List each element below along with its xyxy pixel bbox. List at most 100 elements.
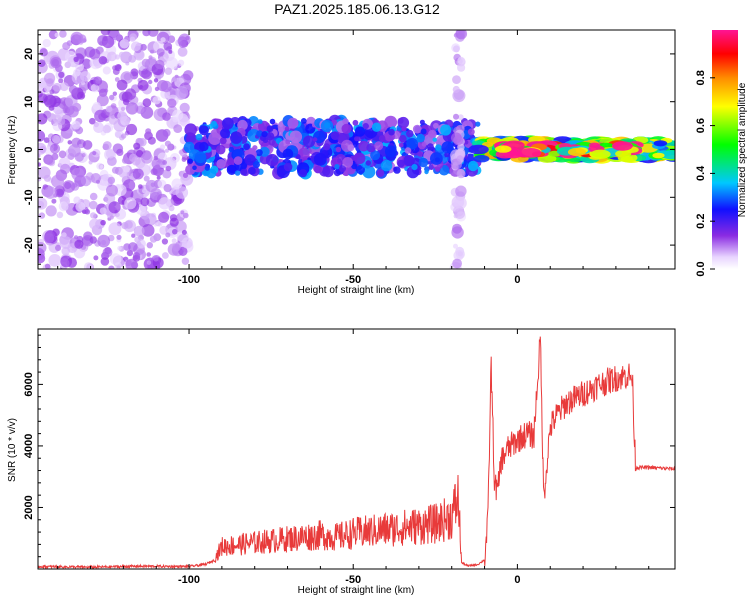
heatmap-cell (252, 145, 258, 151)
heatmap-cell (116, 148, 124, 156)
heatmap-cell (473, 155, 490, 163)
heatmap-cell (453, 250, 464, 261)
heatmap-cell (468, 144, 489, 155)
heatmap-cell (347, 144, 355, 152)
heatmap-cell (265, 153, 279, 167)
heatmap-cell (141, 152, 153, 164)
heatmap-cell (38, 113, 48, 125)
heatmap-cell (335, 146, 342, 153)
heatmap-cell (162, 160, 168, 165)
heatmap-cell (117, 245, 122, 251)
heatmap-cell (43, 174, 52, 182)
heatmap-cell (114, 77, 120, 82)
heatmap-cell (119, 38, 130, 49)
heatmap-cell (181, 257, 190, 265)
heatmap-cell (152, 96, 161, 105)
heatmap-cell (252, 161, 260, 169)
heatmap-cell (67, 140, 72, 145)
heatmap-cell (178, 40, 187, 49)
heatmap-cell (441, 141, 454, 154)
heatmap-cell (295, 154, 301, 160)
heatmap-cell (172, 109, 184, 121)
heatmap-cell (312, 137, 318, 142)
heatmap-cell (116, 234, 122, 240)
heatmap-cell (411, 164, 418, 171)
heatmap-cell (111, 166, 119, 174)
heatmap-cell (452, 85, 460, 94)
snr-plot-area (38, 329, 675, 569)
heatmap-cell (433, 122, 439, 129)
heatmap-cell (428, 129, 437, 139)
heatmap-cell (45, 155, 55, 166)
heatmap-cell (156, 175, 161, 180)
heatmap-cell (153, 156, 158, 161)
heatmap-cell (495, 145, 512, 153)
heatmap-cell (285, 139, 291, 145)
colorbar-ticks: 0.0 0.2 0.4 0.6 0.8 (695, 70, 715, 277)
heatmap-cell (206, 168, 217, 179)
heatmap-cell (149, 235, 158, 243)
heatmap-cell (110, 30, 121, 41)
heatmap-cell (160, 37, 166, 43)
heatmap-cell (38, 197, 48, 210)
colorbar: 0.0 0.2 0.4 0.6 0.8 Normalized spectral ampl… (695, 30, 748, 277)
heatmap-cell (74, 239, 84, 249)
heatmap-cell (61, 232, 67, 238)
heatmap-cell (653, 140, 668, 147)
heatmap-cell (248, 167, 256, 175)
heatmap-cell (141, 58, 151, 68)
heatmap-cell (257, 119, 263, 124)
heatmap-cell (136, 30, 142, 33)
heatmap-cell (126, 250, 133, 257)
heatmap-cell (330, 131, 340, 141)
heatmap-cell (192, 165, 197, 171)
heatmap-cell (255, 149, 263, 157)
heatmap-cell (125, 123, 138, 136)
heatmap-cell (72, 183, 78, 188)
heatmap-cell (452, 223, 462, 234)
heatmap-cell (92, 102, 101, 111)
heatmap-cell (88, 160, 93, 165)
heatmap-cell (38, 212, 46, 219)
snr-ticks: -100 -50 0 2000 4000 6000 (23, 329, 675, 586)
heatmap-cell (81, 153, 86, 158)
heatmap-cell (93, 76, 103, 86)
heatmap-cell (467, 128, 475, 136)
x-tick-label: 0 (514, 274, 520, 286)
heatmap-cell (220, 128, 231, 139)
snr-panel: -100 -50 0 2000 4000 6000 Height of straight … (7, 328, 676, 596)
heatmap-cell (133, 142, 141, 150)
heatmap-cell (62, 42, 71, 51)
heatmap-cell (420, 128, 427, 135)
heatmap-cell (237, 119, 248, 131)
heatmap-cell (177, 47, 188, 57)
heatmap-cell (401, 126, 407, 132)
heatmap-cell (55, 244, 62, 251)
heatmap-cell (58, 150, 67, 159)
heatmap-cell (52, 114, 62, 124)
heatmap-cell (362, 165, 376, 179)
heatmap-cell (42, 38, 51, 48)
colorbar-tick-label: 0.2 (695, 214, 707, 229)
heatmap-cell (287, 117, 299, 129)
y-tick-label: -20 (23, 237, 35, 253)
heatmap-cell (456, 169, 466, 179)
heatmap-cell (615, 150, 632, 158)
heatmap-cell (118, 51, 125, 58)
heatmap-cell (397, 159, 405, 168)
heatmap-cell (97, 234, 111, 248)
heatmap-cell (131, 156, 141, 166)
heatmap-cell (150, 49, 154, 54)
heatmap-cell (456, 155, 464, 162)
heatmap-cell (44, 186, 57, 199)
heatmap-cell (44, 85, 51, 93)
heatmap-cell (38, 59, 46, 67)
heatmap-cell (453, 113, 459, 120)
heatmap-cell (146, 242, 153, 249)
heatmap-cell (131, 233, 136, 238)
heatmap-cell (177, 59, 185, 66)
heatmap-marks (38, 30, 675, 269)
heatmap-cell (142, 98, 152, 107)
heatmap-cell (89, 218, 101, 230)
